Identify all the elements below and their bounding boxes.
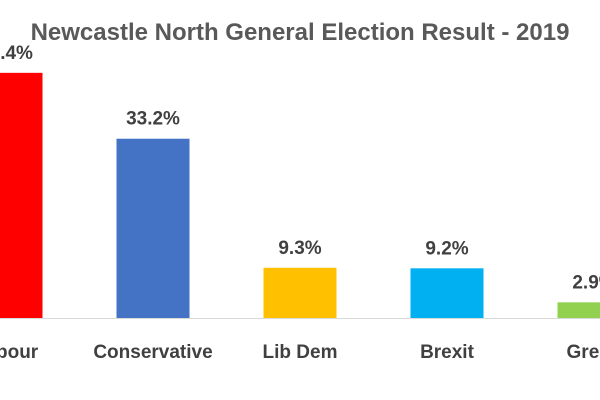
data-label-brexit: 9.2% <box>425 238 468 259</box>
bar-labour <box>0 72 43 318</box>
bar-brexit <box>410 268 484 318</box>
bar-lib-dem <box>263 267 337 318</box>
bar-green <box>557 302 600 318</box>
category-label-brexit: Brexit <box>420 342 475 363</box>
data-label-labour: 45.4% <box>0 43 33 64</box>
data-labels-group: 45.4% 33.2% 9.3% 9.2% 2.9% <box>0 43 600 293</box>
category-label-labour: Labour <box>0 342 39 363</box>
category-label-conservative: Conservative <box>93 342 212 363</box>
data-label-green: 2.9% <box>572 272 600 293</box>
bars-group <box>0 72 600 318</box>
chart-title: Newcastle North General Election Result … <box>31 19 570 46</box>
data-label-conservative: 33.2% <box>126 109 180 130</box>
category-label-green: Green <box>567 342 600 363</box>
category-labels-group: Labour Conservative Lib Dem Brexit Green <box>0 342 600 363</box>
bar-conservative <box>116 138 190 318</box>
data-label-lib-dem: 9.3% <box>278 238 321 259</box>
category-label-lib-dem: Lib Dem <box>263 342 338 363</box>
